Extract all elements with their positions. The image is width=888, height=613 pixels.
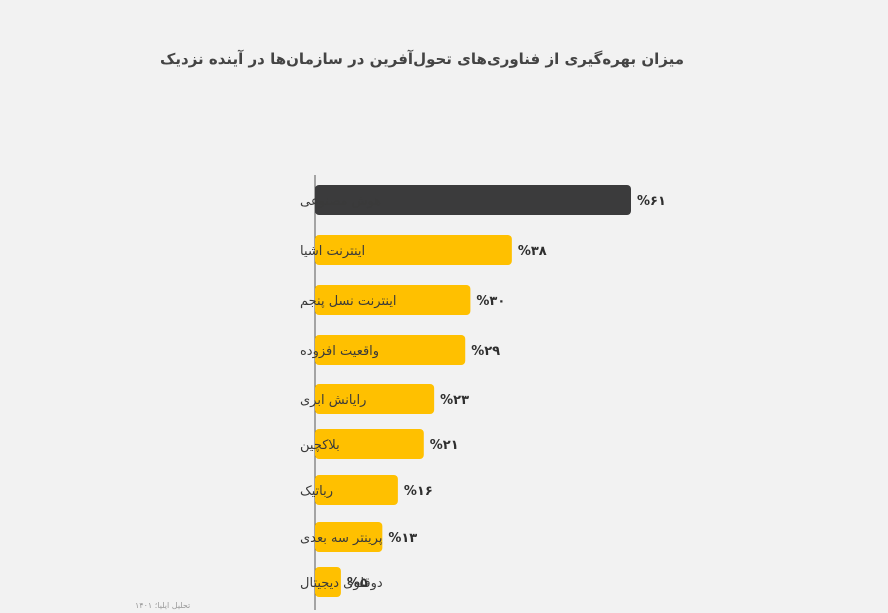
value-label-5: %۲۳ (440, 393, 469, 408)
category-label-8: پرینتر سه بعدی (300, 531, 383, 546)
bar-4 (315, 335, 466, 365)
bar-2 (315, 235, 512, 265)
bar-9 (315, 567, 341, 597)
category-label-1: هوش مصنوعی (300, 194, 381, 209)
category-label-2: اینترنت اشیا (300, 244, 365, 259)
bar-8 (315, 522, 383, 552)
value-label-3: %۳۰ (476, 294, 505, 309)
bar-1 (315, 185, 631, 215)
bar-5 (315, 384, 435, 414)
value-label-8: %۱۳ (388, 531, 417, 546)
bar-6 (315, 429, 424, 459)
bar-3 (315, 285, 471, 315)
value-label-4: %۲۹ (471, 344, 500, 359)
category-label-3: اینترنت نسل پنجم (300, 294, 397, 309)
bar-7 (315, 475, 398, 505)
category-label-6: بلاکچین (300, 438, 340, 453)
value-label-2: %۳۸ (518, 244, 547, 259)
source-note: تحلیل ایلیا؛ ۱۴۰۱ (135, 601, 191, 610)
category-label-7: رباتیک (300, 484, 333, 499)
category-label-5: رایانش ابری (300, 393, 366, 408)
category-label-4: واقعیت افزوده (300, 344, 379, 359)
value-label-7: %۱۶ (404, 484, 433, 499)
value-label-6: %۲۱ (430, 438, 459, 453)
value-label-9: %۵ (347, 576, 368, 591)
category-label-9: دوقلوی دیجیتال (300, 576, 383, 591)
chart-title: میزان بهره‌گیری از فناوری‌های تحول‌آفرین… (160, 50, 684, 68)
value-label-1: %۶۱ (637, 194, 666, 209)
